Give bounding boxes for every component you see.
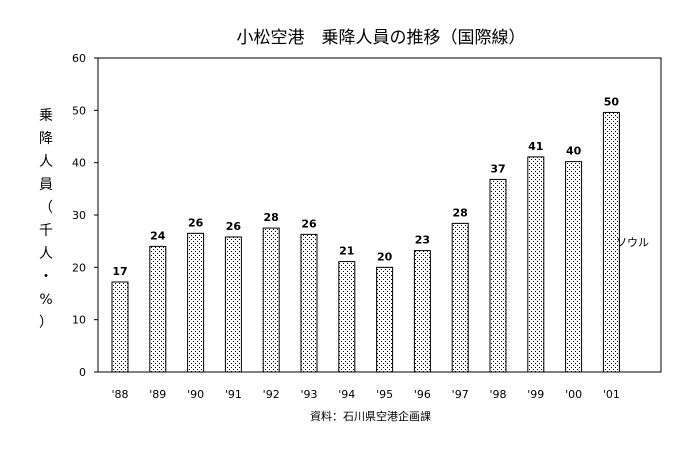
bar: [187, 232, 205, 373]
data-label: 21: [339, 245, 354, 258]
bar: [338, 261, 356, 373]
bar: [149, 245, 167, 373]
bar: [300, 233, 318, 373]
y-axis-title: 乗降人員（千人・%）: [39, 108, 53, 331]
data-label: 26: [188, 216, 204, 229]
bar: [111, 281, 129, 373]
x-tick-label: '90: [187, 388, 204, 401]
x-tick-label: '95: [376, 388, 393, 401]
x-tick-label: '98: [489, 388, 506, 401]
data-label: 37: [490, 162, 505, 175]
data-label: 17: [112, 265, 127, 278]
bar: [224, 236, 242, 373]
bar: [527, 156, 545, 373]
x-tick-label: '00: [565, 388, 582, 401]
data-label: 28: [453, 206, 468, 219]
bar: [489, 178, 507, 373]
data-labels: 17 24 26 26 28 26 21 20 23 28 37 41 40 50: [112, 95, 619, 278]
data-label: 40: [566, 145, 582, 158]
data-label: 50: [604, 95, 620, 108]
x-tick-label: '92: [263, 388, 280, 401]
data-label: 23: [415, 234, 430, 247]
data-label: 28: [264, 211, 279, 224]
source-note: 資料：石川県空港企画課: [310, 409, 431, 423]
annotation-seoul: ソウル: [616, 236, 649, 249]
data-label: 20: [377, 250, 393, 263]
data-label: 41: [528, 140, 543, 153]
x-tick-label: '89: [149, 388, 166, 401]
y-tick-label: 30: [72, 209, 86, 222]
bar: [413, 250, 431, 373]
y-tick-label: 60: [72, 52, 86, 65]
x-axis: '88 '89 '90 '91 '92 '93 '94 '95 '96 '97 '98 '99 '00 '…: [111, 388, 619, 401]
data-label: 24: [150, 229, 166, 242]
y-tick-label: 10: [72, 314, 86, 327]
data-label: 26: [301, 217, 317, 230]
bar: [602, 111, 620, 373]
x-tick-label: '01: [603, 388, 620, 401]
bar: [451, 222, 469, 373]
x-tick-label: '94: [338, 388, 355, 401]
bars: [111, 111, 620, 373]
y-tick-label: 0: [79, 366, 86, 379]
y-axis-label: 乗降人員（千人・%）: [39, 108, 53, 331]
y-tick-label: 50: [72, 104, 86, 117]
x-tick-label: '99: [527, 388, 544, 401]
y-tick-label: 20: [72, 261, 86, 274]
bar: [565, 161, 583, 373]
bar: [376, 266, 394, 373]
y-tick-label: 40: [72, 157, 86, 170]
y-axis: 0 10 20 30 40 50 60: [72, 52, 98, 379]
x-tick-label: '96: [414, 388, 431, 401]
chart-title: 小松空港 乗降人員の推移（国際線）: [237, 28, 526, 48]
x-tick-label: '97: [452, 388, 469, 401]
x-tick-label: '88: [111, 388, 128, 401]
x-tick-label: '91: [225, 388, 242, 401]
bar: [262, 227, 280, 373]
x-tick-label: '93: [300, 388, 317, 401]
data-label: 26: [226, 220, 242, 233]
